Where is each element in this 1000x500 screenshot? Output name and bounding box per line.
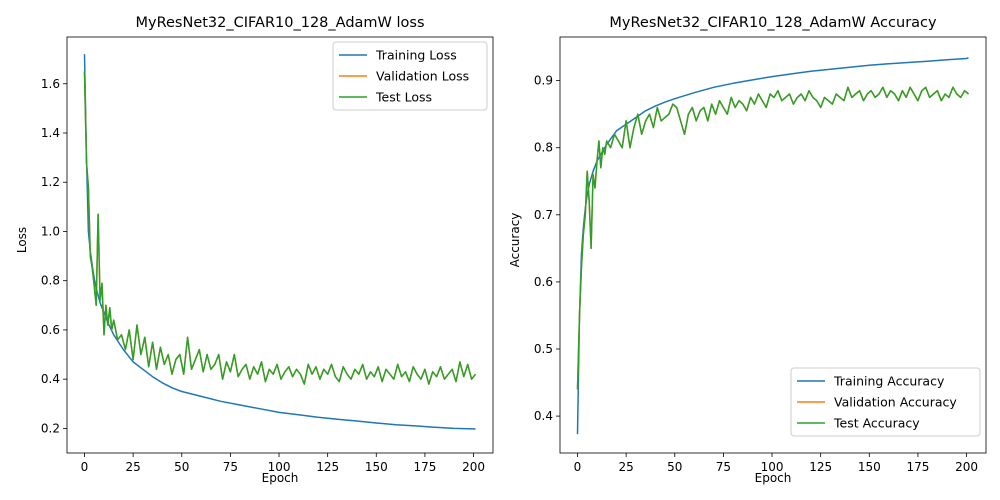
accuracy-legend-label: Training Accuracy <box>833 374 945 389</box>
accuracy-legend-label: Validation Accuracy <box>834 395 957 410</box>
accuracy-x-tick-label: 175 <box>906 460 929 474</box>
loss-y-tick-label: 0.6 <box>41 323 60 337</box>
loss-x-tick-label: 150 <box>365 460 388 474</box>
loss-x-tick-label: 75 <box>223 460 238 474</box>
accuracy-legend-label: Test Accuracy <box>833 416 920 431</box>
loss-legend-box <box>332 41 488 111</box>
loss-series-line-validation-loss <box>83 71 477 385</box>
accuracy-y-tick-label: 0.8 <box>534 141 553 155</box>
accuracy-chart-xlabel: Epoch <box>755 471 792 485</box>
loss-y-tick-label: 1.2 <box>41 175 60 189</box>
loss-chart-panel: MyResNet32_CIFAR10_128_AdamW loss Epoch … <box>15 15 494 485</box>
loss-x-tick-label: 100 <box>268 460 291 474</box>
loss-x-tick-label: 25 <box>125 460 140 474</box>
loss-x-tick-label: 0 <box>81 460 89 474</box>
accuracy-chart-panel: MyResNet32_CIFAR10_128_AdamW Accuracy Ep… <box>508 15 987 485</box>
accuracy-x-tick-label: 50 <box>667 460 682 474</box>
loss-y-tick-label: 1.4 <box>41 126 60 140</box>
accuracy-x-tick-label: 75 <box>716 460 731 474</box>
loss-chart-legend: Training Loss Validation Loss Test Loss <box>332 41 488 111</box>
accuracy-legend-box <box>790 367 981 437</box>
loss-y-tick-label: 0.8 <box>41 274 60 288</box>
loss-y-tick-label: 1.0 <box>41 224 60 238</box>
loss-series-line-training-loss <box>83 54 476 430</box>
accuracy-x-tick-label: 25 <box>618 460 633 474</box>
accuracy-y-tick-label: 0.6 <box>534 275 553 289</box>
accuracy-series-line-validation-accuracy <box>576 86 969 390</box>
accuracy-x-tick-label: 150 <box>858 460 881 474</box>
loss-chart-xlabel: Epoch <box>262 471 299 485</box>
accuracy-y-tick-label: 0.9 <box>534 74 553 88</box>
loss-legend-label: Validation Loss <box>376 69 469 84</box>
loss-y-tick-label: 1.6 <box>41 77 60 91</box>
accuracy-x-tick-label: 125 <box>809 460 832 474</box>
loss-chart-plot-area: 0 25 50 75 100 125 150 175 200 0.2 0.4 0.6 0.8 1.0 1.2… <box>41 36 494 474</box>
accuracy-chart-ylabel: Accuracy <box>508 213 522 268</box>
loss-axes-frame <box>66 36 494 454</box>
loss-y-tick-label: 0.2 <box>41 421 60 435</box>
loss-x-tick-label: 125 <box>316 460 339 474</box>
accuracy-series-line-test-accuracy <box>576 86 969 390</box>
accuracy-chart-plot-area: 0 25 50 75 100 125 150 175 200 0.4 0.5 0.6 0.7 0.8 0.9 <box>534 36 987 474</box>
accuracy-chart-legend: Training Accuracy Validation Accuracy Test… <box>790 367 981 437</box>
accuracy-axes-frame <box>559 36 987 454</box>
accuracy-y-tick-label: 0.4 <box>534 409 553 423</box>
loss-x-tick-label: 175 <box>413 460 436 474</box>
accuracy-x-tick-label: 100 <box>761 460 784 474</box>
accuracy-y-tick-label: 0.5 <box>534 342 553 356</box>
loss-legend-label: Test Loss <box>375 90 432 105</box>
loss-y-tick-label: 0.4 <box>41 372 60 386</box>
loss-x-tick-label: 50 <box>174 460 189 474</box>
loss-series-line-test-loss <box>83 71 477 385</box>
loss-chart-ylabel: Loss <box>15 227 29 253</box>
accuracy-x-tick-label: 200 <box>955 460 978 474</box>
loss-x-tick-label: 200 <box>462 460 485 474</box>
accuracy-x-tick-label: 0 <box>574 460 582 474</box>
accuracy-y-tick-label: 0.7 <box>534 208 553 222</box>
loss-legend-label: Training Loss <box>375 48 457 63</box>
accuracy-chart-title: MyResNet32_CIFAR10_128_AdamW Accuracy <box>609 15 937 31</box>
loss-chart-title: MyResNet32_CIFAR10_128_AdamW loss <box>135 15 424 31</box>
